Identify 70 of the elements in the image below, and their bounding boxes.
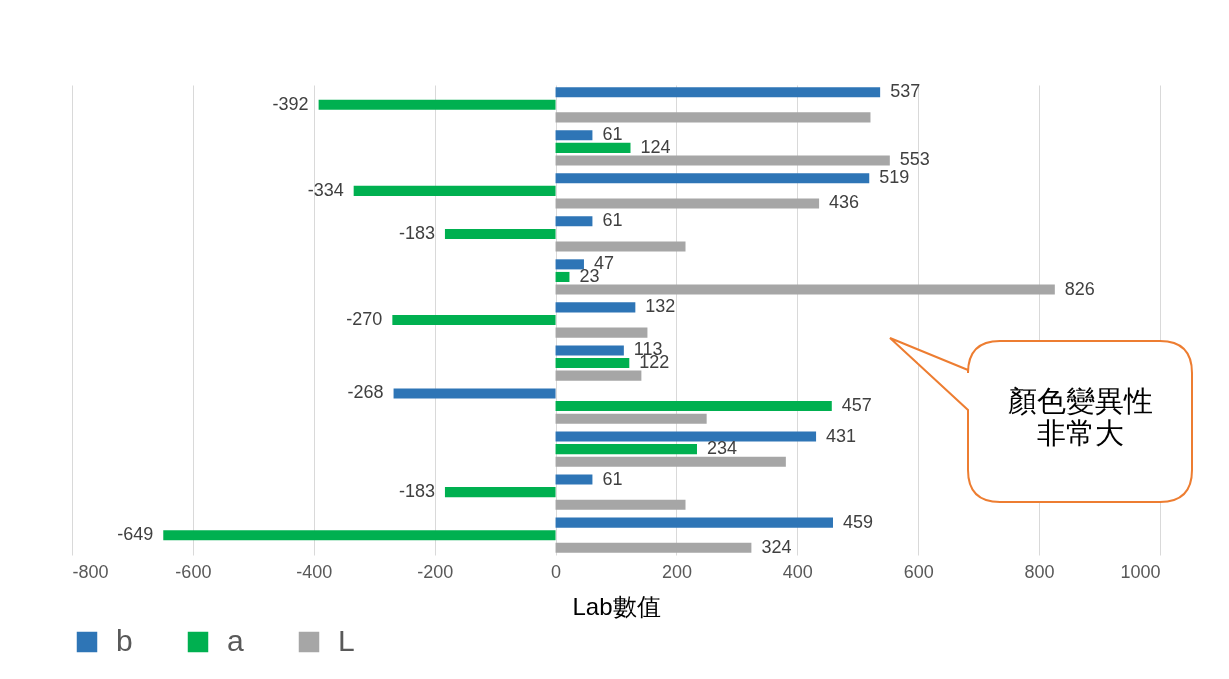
bar — [555, 456, 786, 467]
data-label: 431 — [826, 425, 857, 446]
bar — [555, 271, 570, 282]
bar — [555, 198, 820, 209]
x-tick-label: -400 — [296, 561, 333, 582]
data-label: 537 — [890, 81, 921, 102]
bar — [555, 345, 624, 356]
x-axis-title: Lab數值 — [572, 592, 661, 620]
data-label: 132 — [645, 296, 676, 317]
x-tick-label: -200 — [417, 561, 454, 582]
data-label: 61 — [602, 124, 623, 145]
bar — [392, 314, 556, 326]
bar — [444, 228, 556, 239]
bar — [555, 142, 631, 153]
bar — [555, 499, 686, 510]
bar — [555, 173, 870, 184]
bar — [353, 185, 556, 196]
x-tick-label: 200 — [661, 561, 692, 582]
x-tick-label: 600 — [903, 561, 934, 582]
bar — [555, 302, 636, 313]
data-label: -649 — [117, 524, 154, 545]
bar — [163, 530, 556, 541]
data-label: 826 — [1064, 278, 1095, 299]
data-label: -270 — [346, 309, 383, 329]
x-tick-label: -800 — [72, 561, 109, 582]
x-tick-label: -600 — [175, 561, 212, 582]
data-label: 61 — [602, 210, 623, 231]
data-label: 459 — [843, 511, 874, 532]
legend-label: L — [338, 624, 355, 657]
data-label: 234 — [707, 438, 738, 459]
bar — [555, 259, 584, 270]
bar — [555, 87, 881, 98]
legend-label: a — [227, 624, 244, 657]
data-label: 457 — [841, 395, 872, 416]
bar — [555, 370, 642, 381]
data-label: -183 — [398, 481, 435, 502]
bar — [555, 401, 832, 412]
bar — [555, 444, 697, 455]
data-label: -334 — [307, 179, 344, 200]
bar — [318, 99, 556, 110]
bar — [555, 112, 871, 123]
bar — [555, 517, 833, 528]
data-label: 324 — [761, 536, 792, 557]
bar — [393, 388, 556, 399]
bar — [555, 241, 686, 252]
data-label: 436 — [829, 192, 860, 213]
x-tick-label: 1000 — [1120, 561, 1161, 582]
data-label: -183 — [398, 222, 435, 243]
data-label: 553 — [899, 149, 930, 170]
data-label: -268 — [347, 382, 384, 403]
bar — [555, 358, 630, 369]
x-tick-label: 400 — [782, 561, 813, 582]
bar — [555, 474, 593, 485]
data-label: 519 — [879, 167, 910, 188]
x-tick-label: 0 — [551, 561, 562, 582]
bar — [555, 431, 817, 442]
data-label: -392 — [272, 93, 309, 114]
bar — [555, 542, 752, 553]
bar — [444, 487, 556, 498]
annotation: 顏色變異性非常大 — [1006, 384, 1154, 450]
bar — [555, 216, 593, 227]
bar — [555, 130, 593, 141]
data-label: 61 — [602, 468, 623, 489]
x-tick-label: 800 — [1024, 561, 1055, 582]
bar — [555, 413, 707, 424]
legend-label: b — [116, 624, 133, 657]
bar — [555, 327, 648, 338]
bar — [555, 284, 1055, 295]
data-label: 124 — [640, 136, 671, 157]
bar — [555, 155, 890, 166]
